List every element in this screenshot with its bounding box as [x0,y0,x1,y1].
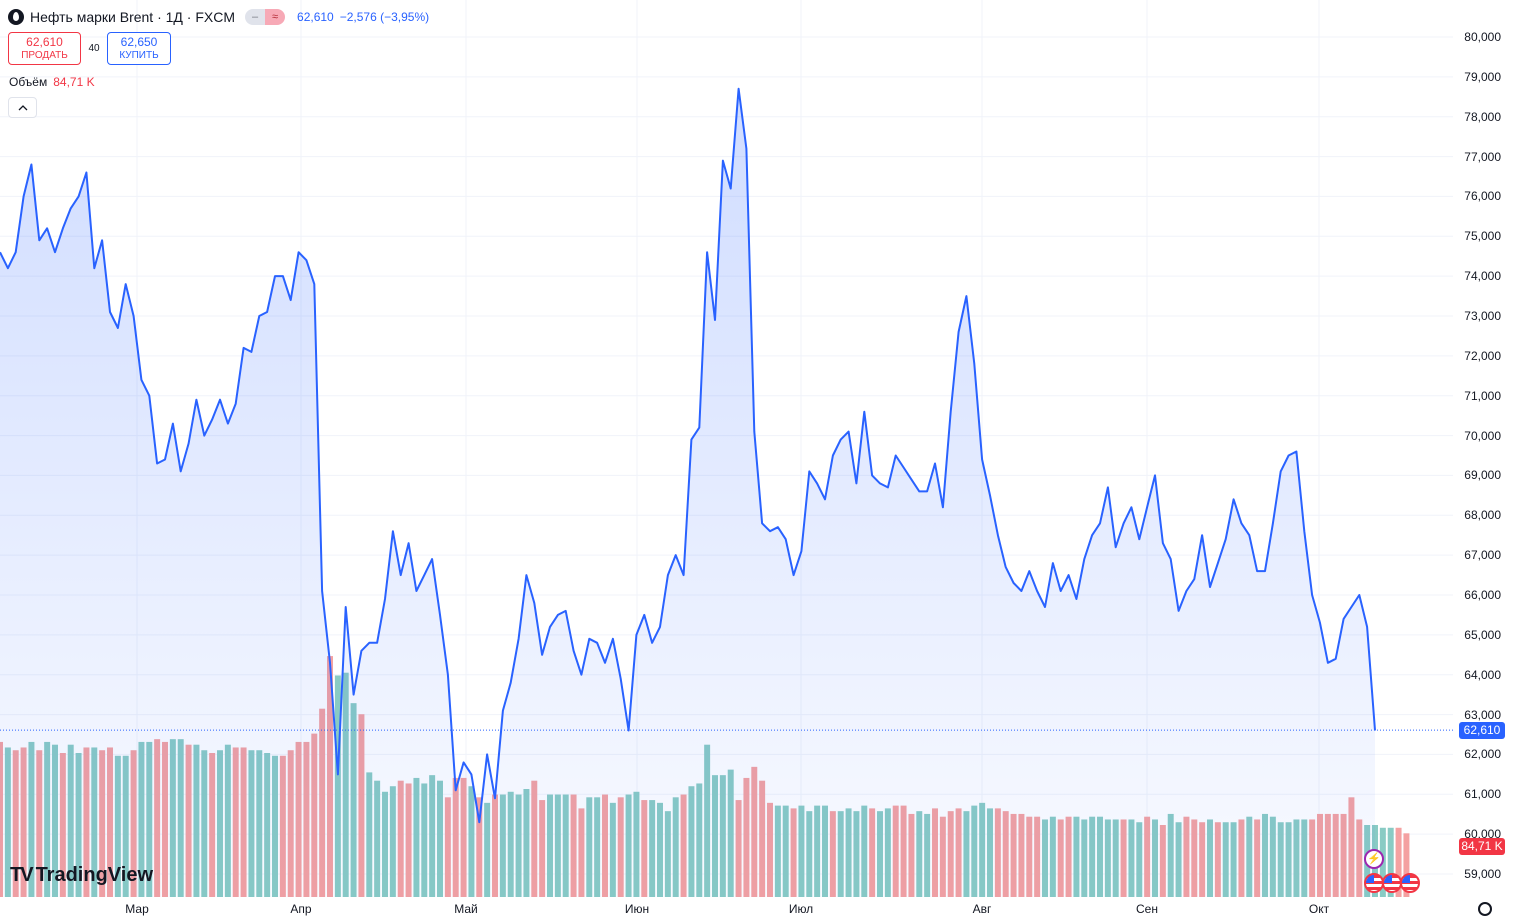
buy-button[interactable]: 62,650 КУПИТЬ [107,32,171,65]
price-tick-label: 75,000 [1464,229,1501,244]
volume-value: 84,71 K [53,75,95,89]
price-tick-label: 74,000 [1464,269,1501,284]
price-area [0,88,1375,898]
price-tick-label: 61,000 [1464,787,1501,802]
chart-header: Нефть марки Brent · 1Д · FXCM – ≈ 62,610… [8,6,429,28]
price-tick-label: 80,000 [1464,30,1501,44]
month-tick-label: Июл [788,902,814,916]
price-tick-label: 63,000 [1464,707,1501,722]
us-flag-icon[interactable] [1364,873,1384,893]
price-tick-label: 78,000 [1464,109,1501,124]
sell-label: ПРОДАТЬ [21,49,68,61]
month-tick-label: Авг [972,902,992,916]
price-line [0,87,1376,824]
spread-value: 40 [88,43,100,54]
us-flag-icon[interactable] [1382,873,1402,893]
month-tick-label: Мар [125,902,149,916]
volume-bar [1387,827,1394,897]
settings-gear-icon[interactable] [1478,902,1492,916]
market-status-pill[interactable]: – ≈ [245,9,286,25]
current-price: 62,610 [297,10,334,24]
price-tick-label: 68,000 [1464,508,1501,523]
flash-event-icon[interactable]: ⚡ [1364,849,1384,869]
buy-price: 62,650 [120,34,158,49]
price-tick-label: 62,000 [1464,747,1501,762]
price-tick-label: 79,000 [1464,69,1501,84]
price-tick-label: 70,000 [1464,428,1501,443]
tradingview-logo[interactable]: TV TradingView [10,864,153,887]
price-tick-label: 60,000 [1464,827,1501,842]
buy-label: КУПИТЬ [119,49,159,61]
volume-label: Объём [9,75,48,89]
price-tick-label: 66,000 [1464,588,1501,602]
price-tick-label: 67,000 [1464,548,1501,563]
chevron-up-icon [18,104,27,110]
price-change: −2,576 (−3,95%) [339,10,430,24]
price-tick-label: 69,000 [1464,468,1501,483]
collapse-legend-button[interactable] [8,97,37,118]
volume-bar [1395,827,1402,897]
month-tick-label: Апр [290,902,312,916]
month-tick-label: Май [454,902,478,916]
volume-legend[interactable]: Объём 84,71 K [9,75,95,89]
month-tick-label: Сен [1136,902,1158,916]
us-flag-icon[interactable] [1400,873,1420,893]
last-price-tag: 62,610 [1459,722,1505,740]
price-tick-label: 71,000 [1464,388,1501,403]
price-tick-label: 72,000 [1464,348,1501,363]
tradingview-logo-mark: TV [10,864,34,886]
sell-button[interactable]: 62,610 ПРОДАТЬ [8,32,81,65]
delayed-data-icon: ≈ [265,9,286,25]
month-tick-label: Июн [624,902,650,916]
market-closed-icon: – [245,9,266,25]
price-tick-label: 77,000 [1464,149,1501,164]
price-tick-label: 73,000 [1464,309,1501,323]
oil-drop-icon [8,9,24,25]
price-tick-label: 64,000 [1464,667,1501,682]
volume-bar [1403,833,1410,897]
last-volume-tag: 84,71 K [1459,838,1505,855]
price-tick-label: 65,000 [1464,627,1501,642]
sell-price: 62,610 [26,34,63,49]
symbol-title[interactable]: Нефть марки Brent · 1Д · FXCM [30,9,236,25]
tradingview-logo-text: TradingView [35,864,154,886]
trade-panel: 62,610 ПРОДАТЬ 40 62,650 КУПИТЬ [8,32,171,65]
price-tick-label: 59,000 [1464,867,1501,881]
month-tick-label: Окт [1308,902,1330,916]
price-tick-label: 76,000 [1464,189,1501,204]
